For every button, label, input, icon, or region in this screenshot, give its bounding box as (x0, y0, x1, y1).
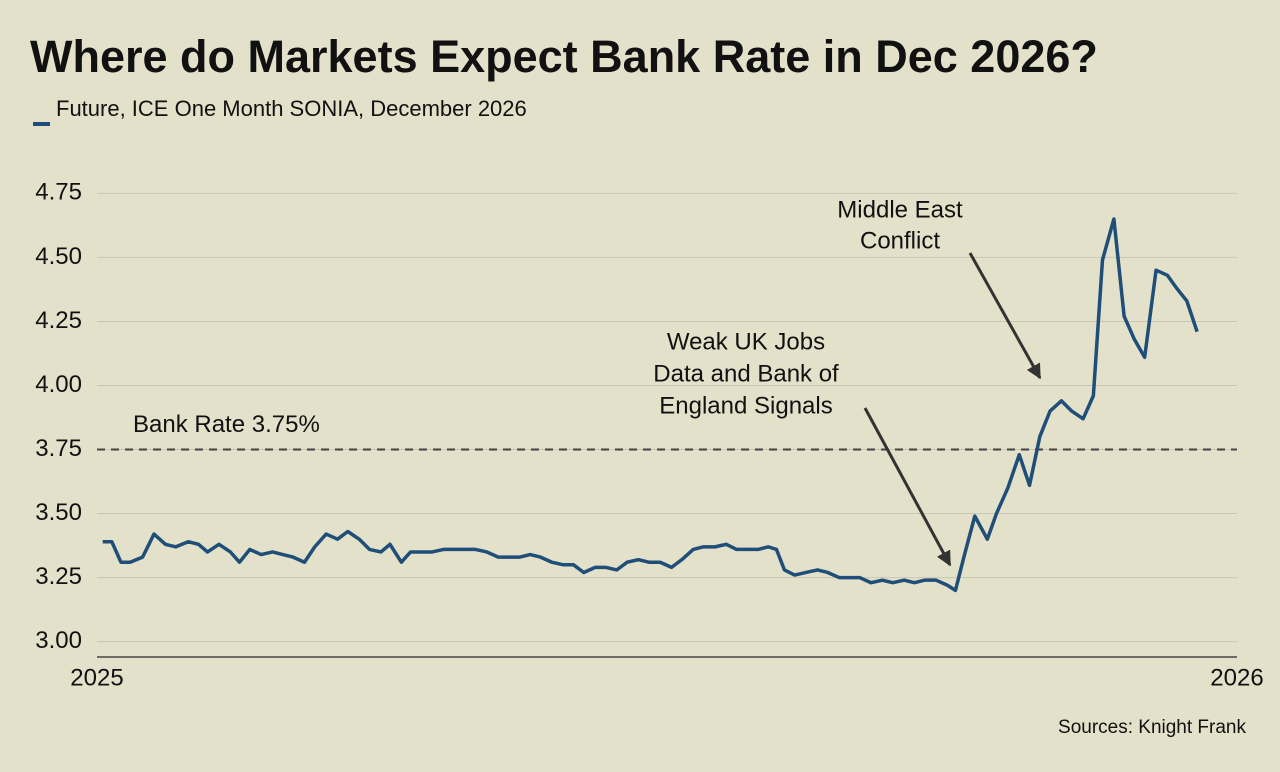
reference-label: Bank Rate 3.75% (133, 411, 320, 438)
annotation-line: Conflict (860, 227, 940, 254)
x-tick-label: 2026 (1210, 664, 1263, 691)
y-tick-label: 4.75 (35, 179, 82, 206)
annotation-arrow (968, 252, 1042, 380)
data-line (102, 217, 1199, 593)
y-tick-label: 3.00 (35, 627, 82, 654)
y-tick-label: 4.50 (35, 243, 82, 270)
annotation: Weak UK Jobs Data and Bank of England Si… (653, 328, 952, 567)
y-tick-label: 3.50 (35, 499, 82, 526)
legend-label: Future, ICE One Month SONIA, December 20… (56, 96, 527, 121)
y-tick-label: 4.25 (35, 307, 82, 334)
annotation: Middle East Conflict (837, 196, 1042, 380)
annotation-line: Weak UK Jobs (667, 328, 825, 355)
annotation-line: England Signals (659, 392, 832, 419)
annotation-arrow (863, 407, 952, 567)
chart-title: Where do Markets Expect Bank Rate in Dec… (30, 31, 1098, 82)
y-tick-label: 3.25 (35, 563, 82, 590)
y-tick-label: 3.75 (35, 435, 82, 462)
x-tick-label: 2025 (70, 664, 123, 691)
annotation-line: Data and Bank of (653, 360, 839, 387)
annotation-line: Middle East (837, 196, 963, 223)
y-tick-label: 4.00 (35, 371, 82, 398)
source-note: Sources: Knight Frank (1058, 717, 1246, 738)
